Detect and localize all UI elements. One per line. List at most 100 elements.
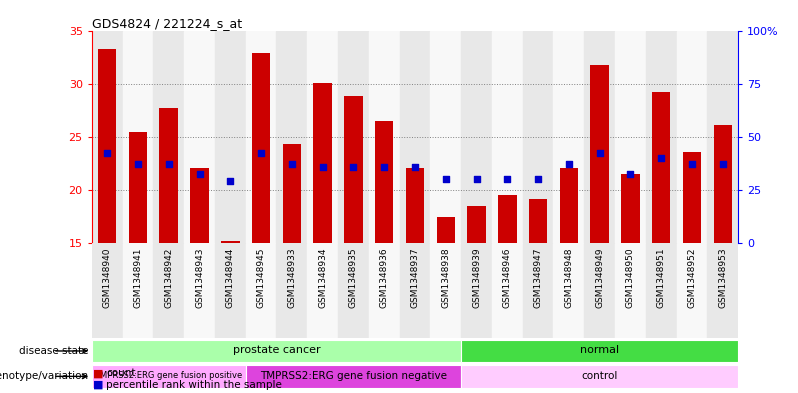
Bar [584, 243, 615, 338]
Bar [707, 31, 738, 243]
Text: GSM1348948: GSM1348948 [564, 248, 573, 309]
Text: GSM1348939: GSM1348939 [472, 248, 481, 309]
Bar [128, 132, 147, 243]
Text: normal: normal [580, 345, 619, 356]
Point [440, 175, 452, 182]
Bar [468, 206, 486, 243]
Point [377, 164, 390, 170]
Bar [584, 31, 615, 243]
Text: GSM1348944: GSM1348944 [226, 248, 235, 308]
Point [501, 175, 514, 182]
Text: control: control [582, 371, 618, 381]
Text: GSM1348942: GSM1348942 [164, 248, 173, 308]
Bar [92, 31, 123, 243]
Text: TMPRSS2:ERG gene fusion positive: TMPRSS2:ERG gene fusion positive [95, 371, 243, 380]
Bar [529, 198, 547, 243]
Bar [461, 365, 738, 388]
Bar [215, 31, 246, 243]
Text: GSM1348933: GSM1348933 [287, 248, 296, 309]
Bar [375, 121, 393, 243]
Bar [190, 168, 209, 243]
Bar [554, 243, 584, 338]
Point [531, 175, 544, 182]
Text: GSM1348950: GSM1348950 [626, 248, 635, 309]
Text: GSM1348943: GSM1348943 [195, 248, 204, 309]
Bar [437, 217, 455, 243]
Text: disease state: disease state [19, 346, 89, 356]
Bar [683, 152, 701, 243]
Bar [559, 168, 578, 243]
Bar [314, 83, 332, 243]
Bar [246, 31, 276, 243]
Text: GSM1348935: GSM1348935 [349, 248, 358, 309]
Text: GSM1348945: GSM1348945 [257, 248, 266, 309]
Bar [246, 243, 276, 338]
Text: GSM1348937: GSM1348937 [410, 248, 420, 309]
Text: ■: ■ [93, 368, 104, 378]
Text: GSM1348949: GSM1348949 [595, 248, 604, 309]
Bar [221, 241, 239, 243]
Bar [252, 53, 271, 243]
Bar [369, 31, 400, 243]
Bar [307, 243, 338, 338]
Bar [430, 31, 461, 243]
Point [101, 150, 113, 156]
Point [224, 178, 237, 184]
Point [655, 155, 668, 162]
Bar [621, 174, 640, 243]
Point [409, 164, 421, 170]
Bar [338, 243, 369, 338]
Bar [276, 243, 307, 338]
Bar [615, 31, 646, 243]
Bar [523, 31, 554, 243]
Text: GSM1348952: GSM1348952 [688, 248, 697, 309]
Bar [246, 365, 461, 388]
Text: GDS4824 / 221224_s_at: GDS4824 / 221224_s_at [92, 17, 242, 30]
Bar [461, 31, 492, 243]
Bar [492, 31, 523, 243]
Bar [92, 340, 461, 362]
Bar [707, 243, 738, 338]
Point [162, 161, 175, 167]
Text: ■: ■ [93, 380, 104, 390]
Bar [498, 195, 516, 243]
Point [593, 150, 606, 156]
Bar [123, 31, 153, 243]
Bar [713, 125, 732, 243]
Text: percentile rank within the sample: percentile rank within the sample [106, 380, 282, 390]
Bar [153, 243, 184, 338]
Bar [400, 243, 430, 338]
Bar [405, 168, 425, 243]
Bar [461, 340, 738, 362]
Bar [461, 243, 492, 338]
Point [624, 171, 637, 177]
Bar [677, 31, 707, 243]
Text: GSM1348953: GSM1348953 [718, 248, 727, 309]
Bar [430, 243, 461, 338]
Text: count: count [106, 368, 136, 378]
Bar [677, 243, 707, 338]
Text: GSM1348938: GSM1348938 [441, 248, 450, 309]
Bar [646, 243, 677, 338]
Text: GSM1348941: GSM1348941 [133, 248, 142, 309]
Bar [338, 31, 369, 243]
Point [347, 164, 360, 170]
Bar [523, 243, 554, 338]
Text: GSM1348934: GSM1348934 [318, 248, 327, 309]
Point [286, 161, 298, 167]
Point [717, 161, 729, 167]
Bar [98, 50, 117, 243]
Text: TMPRSS2:ERG gene fusion negative: TMPRSS2:ERG gene fusion negative [260, 371, 447, 381]
Point [563, 161, 575, 167]
Bar [276, 31, 307, 243]
Bar [369, 243, 400, 338]
Bar [282, 143, 301, 243]
Bar [184, 243, 215, 338]
Bar [344, 96, 362, 243]
Bar [92, 365, 246, 388]
Bar [615, 243, 646, 338]
Text: GSM1348946: GSM1348946 [503, 248, 512, 309]
Point [255, 150, 267, 156]
Point [316, 164, 329, 170]
Point [685, 161, 698, 167]
